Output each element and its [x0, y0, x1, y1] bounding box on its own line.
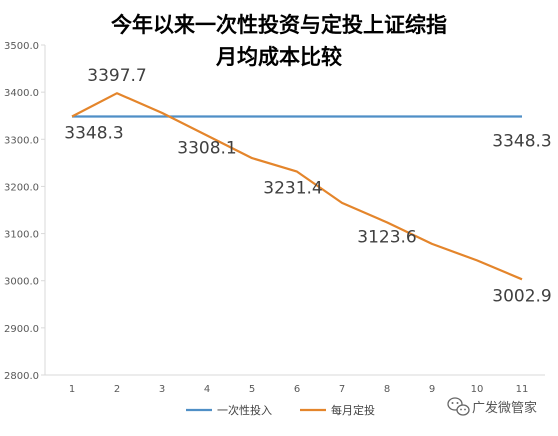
x-tick-label: 11 [516, 384, 529, 395]
data-label: 3308.1 [177, 138, 236, 158]
x-tick-label: 8 [384, 384, 390, 395]
data-label: 3397.7 [87, 66, 146, 86]
series-layer [71, 92, 523, 281]
y-tick-label: 3500.0 [4, 41, 39, 52]
data-label: 3348.3 [492, 132, 551, 152]
y-tick-label: 3400.0 [4, 88, 39, 99]
y-tick-label: 2900.0 [4, 324, 39, 335]
chart-title-line-1: 今年以来一次性投资与定投上证综指 [111, 13, 447, 37]
legend: 一次性投入 每月定投 [186, 403, 375, 417]
x-tick-label: 10 [471, 384, 484, 395]
data-label: 3123.6 [357, 227, 416, 247]
y-tick-label: 2800.0 [4, 371, 39, 382]
x-tick-label: 9 [429, 384, 435, 395]
data-label: 3348.3 [64, 124, 123, 144]
x-tick-label: 5 [249, 384, 255, 395]
watermark: 广发微管家 [447, 397, 537, 416]
x-tick-label: 2 [114, 384, 120, 395]
x-tick-label: 6 [294, 384, 300, 395]
legend-label: 一次性投入 [217, 403, 272, 417]
y-tick-label: 3100.0 [4, 230, 39, 241]
data-label: 3002.9 [492, 286, 551, 306]
y-tick-label: 3300.0 [4, 135, 39, 146]
x-tick-label: 7 [339, 384, 345, 395]
y-tick-label: 3000.0 [4, 277, 39, 288]
axes-layer: 3500.0 3400.0 3300.0 3200.0 3100.0 3000.0 2900… [4, 41, 545, 395]
x-tick-label: 4 [204, 384, 210, 395]
legend-label: 每月定投 [331, 403, 375, 417]
wechat-logo-icon [447, 397, 470, 416]
y-tick-label: 3200.0 [4, 182, 39, 193]
watermark-text: 广发微管家 [472, 400, 537, 416]
chart-title-line-2: 月均成本比较 [215, 45, 342, 69]
data-label: 3231.4 [263, 179, 322, 199]
x-tick-label: 3 [159, 384, 165, 395]
x-tick-label: 1 [69, 384, 75, 395]
series-line-monthly [71, 92, 523, 281]
data-labels-layer: 3397.7 3348.3 3308.1 3348.3 3231.4 3123.6 3002… [64, 66, 551, 306]
